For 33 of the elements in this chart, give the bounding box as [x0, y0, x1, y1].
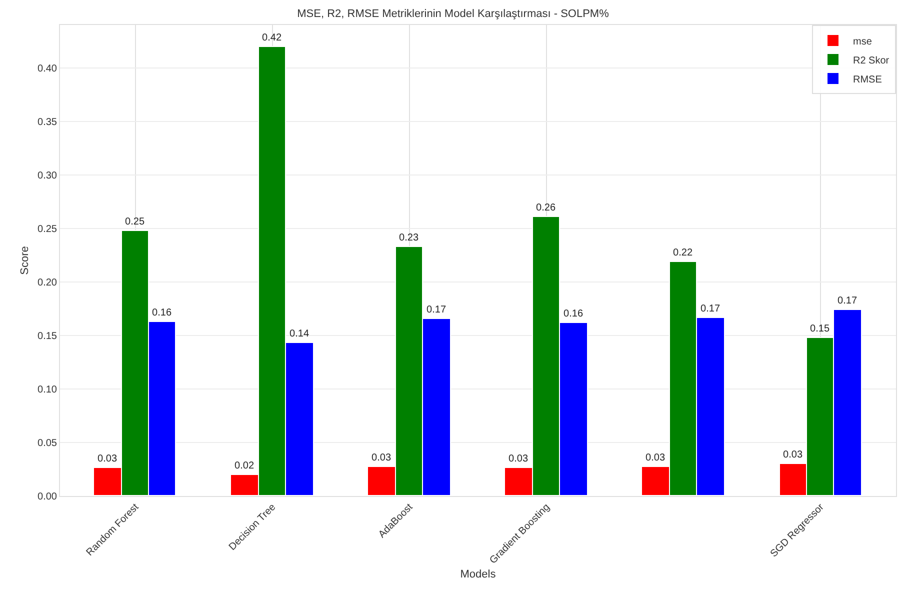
data-label: 0.42 [262, 32, 282, 44]
data-label: 0.03 [646, 452, 666, 464]
data-label: 0.16 [152, 308, 172, 318]
legend-label: mse [853, 36, 872, 48]
data-label: 0.03 [508, 454, 528, 464]
y-tick-label: 0.40 [38, 63, 58, 74]
data-label: 0.03 [98, 454, 118, 464]
data-label: 0.16 [564, 308, 584, 320]
data-label: 0.17 [838, 296, 858, 306]
data-label: 0.26 [536, 202, 556, 214]
data-label: 0.02 [234, 460, 254, 472]
y-tick-label: 0.30 [38, 170, 58, 182]
legend-label: RMSE [853, 74, 882, 86]
y-tick-label: 0.35 [38, 116, 58, 128]
data-label: 0.14 [290, 328, 310, 340]
data-label: 0.23 [399, 232, 419, 244]
chart-title: MSE, R2, RMSE Metriklerinin Model Karşılaştırması - SOLPM% [297, 8, 610, 20]
data-label: 0.15 [810, 324, 830, 334]
data-label: 0.03 [783, 450, 803, 460]
y-axis-title: Score [19, 246, 31, 275]
y-tick-label: 0.10 [38, 384, 58, 396]
data-label: 0.17 [426, 304, 446, 316]
data-label: 0.17 [700, 304, 720, 314]
legend-label: R2 Skor [853, 55, 890, 66]
data-label: 0.03 [372, 452, 392, 464]
data-label: 0.25 [125, 216, 145, 228]
y-tick-label: 0.25 [38, 224, 58, 235]
y-tick-label: 0.15 [38, 330, 58, 342]
x-axis-title: Models [460, 568, 496, 580]
y-tick-label: 0.00 [38, 492, 58, 502]
y-tick-label: 0.05 [38, 438, 58, 449]
y-tick-label: 0.20 [38, 277, 58, 288]
data-label: 0.22 [673, 248, 693, 258]
